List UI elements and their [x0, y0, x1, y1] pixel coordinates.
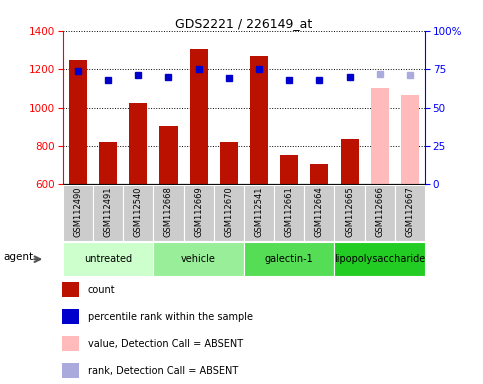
- Bar: [159, 126, 178, 184]
- Text: GSM112669: GSM112669: [194, 186, 203, 237]
- Bar: [184, 185, 213, 241]
- Bar: [401, 95, 419, 184]
- Bar: [93, 185, 123, 241]
- Bar: [250, 56, 268, 184]
- Bar: [395, 185, 425, 241]
- Bar: [154, 242, 244, 276]
- Text: GSM112541: GSM112541: [255, 186, 264, 237]
- Text: value, Detection Call = ABSENT: value, Detection Call = ABSENT: [88, 339, 243, 349]
- Text: GSM112670: GSM112670: [224, 186, 233, 237]
- Bar: [189, 49, 208, 184]
- Text: galectin-1: galectin-1: [265, 254, 313, 264]
- Bar: [365, 185, 395, 241]
- Text: GSM112668: GSM112668: [164, 186, 173, 237]
- Text: percentile rank within the sample: percentile rank within the sample: [88, 312, 253, 322]
- Text: agent: agent: [3, 252, 33, 263]
- Bar: [62, 336, 79, 351]
- Bar: [63, 185, 93, 241]
- Text: GSM112666: GSM112666: [375, 186, 384, 237]
- Text: rank, Detection Call = ABSENT: rank, Detection Call = ABSENT: [88, 366, 238, 376]
- Bar: [213, 185, 244, 241]
- Text: GSM112490: GSM112490: [73, 186, 83, 237]
- Text: vehicle: vehicle: [181, 254, 216, 264]
- Text: GSM112661: GSM112661: [284, 186, 294, 237]
- Text: count: count: [88, 285, 115, 295]
- Bar: [335, 242, 425, 276]
- Bar: [99, 142, 117, 184]
- Text: GSM112540: GSM112540: [134, 186, 143, 237]
- Bar: [62, 363, 79, 378]
- Bar: [154, 185, 184, 241]
- Bar: [334, 185, 365, 241]
- Bar: [220, 142, 238, 184]
- Bar: [341, 139, 358, 184]
- Bar: [69, 60, 87, 184]
- Title: GDS2221 / 226149_at: GDS2221 / 226149_at: [175, 17, 313, 30]
- Text: GSM112667: GSM112667: [405, 186, 414, 237]
- Bar: [63, 242, 154, 276]
- Bar: [311, 164, 328, 184]
- Text: GSM112491: GSM112491: [103, 186, 113, 237]
- Bar: [62, 282, 79, 298]
- Text: GSM112664: GSM112664: [315, 186, 324, 237]
- Bar: [280, 155, 298, 184]
- Bar: [274, 185, 304, 241]
- Text: GSM112665: GSM112665: [345, 186, 354, 237]
- Bar: [129, 103, 147, 184]
- Bar: [304, 185, 334, 241]
- Bar: [371, 88, 389, 184]
- Bar: [123, 185, 154, 241]
- Text: lipopolysaccharide: lipopolysaccharide: [334, 254, 426, 264]
- Text: untreated: untreated: [84, 254, 132, 264]
- Bar: [244, 242, 334, 276]
- Bar: [244, 185, 274, 241]
- Bar: [62, 309, 79, 324]
